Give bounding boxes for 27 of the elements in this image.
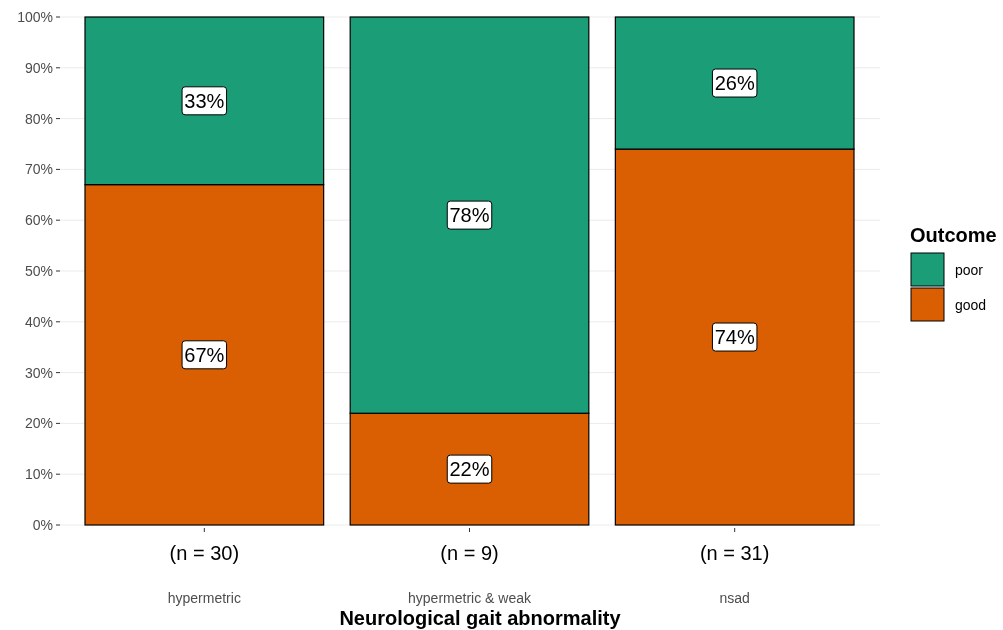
data-label: 74% (714, 326, 755, 349)
y-tick-label: 100% (17, 9, 53, 25)
y-tick-label: 20% (24, 415, 53, 432)
x-tick-label: hypermetric (167, 590, 241, 606)
y-tick-label: 0% (32, 517, 53, 533)
data-label: 67% (184, 343, 225, 366)
data-label: 33% (184, 89, 225, 112)
legend-label: poor (955, 262, 984, 278)
annotation: (n = 31) (699, 542, 770, 564)
legend-label: good (955, 297, 987, 313)
x-tick-label: nsad (719, 590, 750, 606)
y-tick-label: 30% (24, 364, 53, 381)
y-tick-label: 50% (24, 263, 53, 279)
x-tick-label: hypermetric & weak (408, 590, 532, 606)
annotation: (n = 30) (169, 542, 240, 564)
y-tick-label: 40% (24, 313, 53, 330)
x-axis-title: Neurological gait abnormality (339, 607, 622, 629)
y-tick-label: 80% (24, 110, 53, 127)
legend-title: Outcome (910, 224, 997, 246)
annotation: (n = 9) (440, 542, 499, 564)
y-tick-label: 60% (24, 212, 53, 229)
data-label: 26% (714, 72, 755, 95)
y-tick-label: 70% (24, 161, 53, 178)
y-tick-label: 90% (24, 59, 53, 76)
data-label: 22% (449, 458, 490, 481)
y-tick-label: 10% (24, 466, 53, 483)
data-label: 78% (449, 204, 490, 227)
